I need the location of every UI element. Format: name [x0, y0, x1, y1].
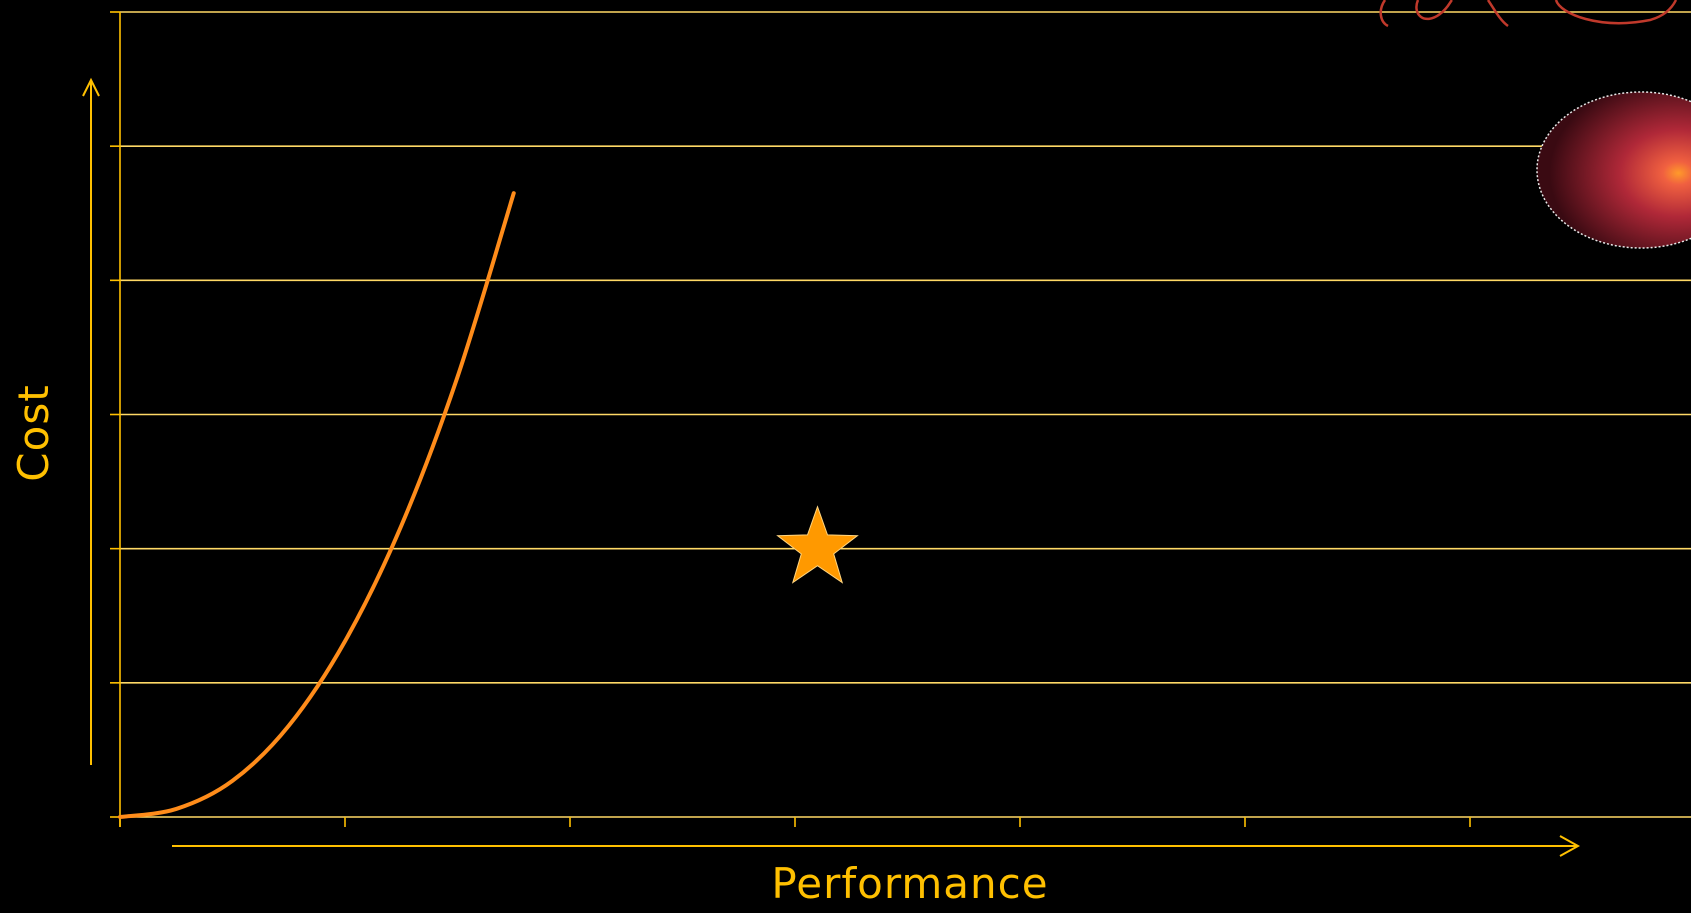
grid-layer [120, 11, 1691, 818]
axis-layer [82, 11, 1581, 857]
series-layer [118, 191, 516, 819]
x-axis-label: Performance [771, 859, 1048, 908]
decor-layer [1379, 0, 1691, 249]
star-icon [776, 505, 859, 584]
y-arrow-head [82, 77, 100, 97]
point-layer [776, 505, 859, 584]
red-sphere-icon [1536, 91, 1691, 249]
script-glyph-decoration [1379, 0, 1678, 28]
x-direction-arrow [172, 835, 1581, 857]
cost-curve [118, 191, 516, 819]
x-arrow-head [1559, 835, 1581, 857]
y-direction-arrow [82, 77, 100, 765]
y-axis-label: Cost [9, 384, 58, 481]
